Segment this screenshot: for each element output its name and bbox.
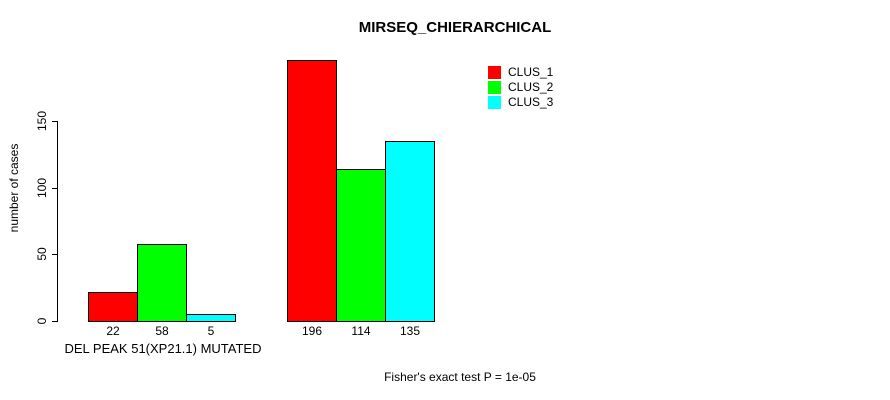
bar-value-label: 196 (301, 324, 323, 338)
x-axis-group-label: DEL PEAK 51(XP21.1) MUTATED (64, 341, 262, 356)
bar-clus_2-group2 (336, 169, 386, 322)
legend-swatch-icon (488, 96, 501, 109)
legend-item: CLUS_1 (488, 65, 553, 80)
y-tick-mark (52, 254, 58, 256)
legend: CLUS_1 CLUS_2 CLUS_3 (488, 65, 553, 110)
bar-clus_1-group2 (287, 60, 337, 322)
y-tick-mark (52, 187, 58, 189)
chart-title: MIRSEQ_CHIERARCHICAL (358, 19, 552, 36)
legend-swatch-icon (488, 81, 501, 94)
y-tick-label: 0 (35, 317, 49, 325)
y-tick-label: 150 (35, 110, 49, 132)
y-axis-label: number of cases (7, 143, 21, 233)
legend-item: CLUS_2 (488, 80, 553, 95)
bar-value-label: 135 (399, 324, 421, 338)
legend-label: CLUS_2 (508, 80, 554, 94)
bar-clus_2-group1 (137, 244, 187, 322)
bar-clus_3-group2 (385, 141, 435, 322)
bar-clus_1-group1 (88, 292, 138, 322)
fisher-test-annotation: Fisher's exact test P = 1e-05 (384, 370, 536, 384)
legend-item: CLUS_3 (488, 95, 553, 110)
y-tick-mark (52, 121, 58, 122)
legend-swatch-icon (488, 66, 501, 79)
bar-value-label: 114 (351, 324, 371, 338)
legend-label: CLUS_3 (508, 95, 554, 109)
legend-label: CLUS_1 (508, 65, 554, 79)
y-tick-label: 50 (35, 247, 49, 262)
y-axis-line (57, 121, 58, 322)
bar-value-label: 58 (155, 324, 169, 338)
y-tick-mark (52, 321, 58, 322)
bar-value-label: 5 (207, 324, 215, 338)
y-tick-label: 100 (35, 177, 49, 198)
bar-value-label: 22 (106, 324, 120, 338)
bar-clus_3-group1 (186, 314, 236, 322)
